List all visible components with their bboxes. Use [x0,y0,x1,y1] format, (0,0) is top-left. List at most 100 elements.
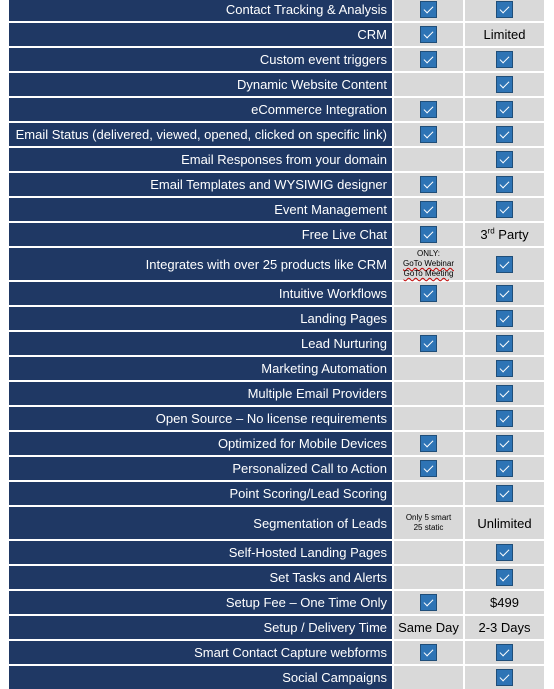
checkmark-icon [496,126,513,143]
feature-label: CRM [9,23,392,46]
table-row: Contact Tracking & Analysis [9,0,544,21]
feature-label: Point Scoring/Lead Scoring [9,482,392,505]
feature-label: Marketing Automation [9,357,392,380]
feature-label: Setup / Delivery Time [9,616,392,639]
table-row: Email Templates and WYSIWIG designer [9,173,544,196]
option-b-cell: 2-3 Days [465,616,544,639]
option-b-cell: Unlimited [465,507,544,539]
checkmark-icon [420,644,437,661]
table-row: Event Management [9,198,544,221]
checkmark-icon [420,335,437,352]
table-row: Social Campaigns [9,666,544,689]
checkmark-icon [496,485,513,502]
table-row: Optimized for Mobile Devices [9,432,544,455]
feature-label: Intuitive Workflows [9,282,392,305]
option-b-cell [465,407,544,430]
option-a-cell [394,73,463,96]
option-a-cell [394,48,463,71]
table-row: Marketing Automation [9,357,544,380]
cell-note-line: 25 static [413,523,444,532]
option-a-cell [394,123,463,146]
table-row: Open Source – No license requirements [9,407,544,430]
feature-label: Email Responses from your domain [9,148,392,171]
cell-text: Unlimited [477,516,531,531]
option-b-cell [465,98,544,121]
feature-label: eCommerce Integration [9,98,392,121]
option-b-cell [465,382,544,405]
cell-text: $499 [490,595,519,610]
option-b-cell [465,307,544,330]
checkmark-icon [420,101,437,118]
checkmark-icon [420,226,437,243]
option-b-cell [465,566,544,589]
checkmark-icon [496,669,513,686]
checkmark-icon [496,76,513,93]
option-a-cell [394,541,463,564]
cell-text: Same Day [398,620,459,635]
option-a-cell [394,591,463,614]
checkmark-icon [496,385,513,402]
option-b-cell: Limited [465,23,544,46]
checkmark-icon [496,151,513,168]
option-a-cell [394,357,463,380]
feature-label: Email Status (delivered, viewed, opened,… [9,123,392,146]
option-b-cell [465,282,544,305]
checkmark-icon [496,255,513,273]
checkmark-icon [420,126,437,143]
option-a-cell: ONLY: GoTo Webinar GoTo Meeting [394,248,463,280]
option-a-cell [394,566,463,589]
table-row: Self-Hosted Landing Pages [9,541,544,564]
option-b-cell [465,173,544,196]
cell-note-line: ONLY: [417,249,440,258]
table-row: Set Tasks and Alerts [9,566,544,589]
checkmark-icon [420,1,437,18]
cell-text: 3rd Party [480,227,528,242]
checkmark-icon [420,26,437,43]
checkmark-icon [496,285,513,302]
checkmark-icon [496,569,513,586]
option-b-cell [465,332,544,355]
cell-text: Limited [484,27,526,42]
checkmark-icon [496,310,513,327]
table-row: CRM Limited [9,23,544,46]
checkmark-icon [496,51,513,68]
feature-label: Personalized Call to Action [9,457,392,480]
option-a-cell: Only 5 smart 25 static [394,507,463,539]
feature-label: Free Live Chat [9,223,392,246]
option-b-cell [465,198,544,221]
checkmark-icon [496,460,513,477]
option-a-cell [394,148,463,171]
option-b-cell [465,123,544,146]
checkmark-icon [496,360,513,377]
table-row: Point Scoring/Lead Scoring [9,482,544,505]
table-row: Landing Pages [9,307,544,330]
cell-text: 2-3 Days [478,620,530,635]
cell-text-main: Limited [483,27,526,42]
cell-text-sup: rd [487,226,495,236]
option-a-cell [394,173,463,196]
feature-label: Integrates with over 25 products like CR… [9,248,392,280]
feature-label: Landing Pages [9,307,392,330]
feature-label: Segmentation of Leads [9,507,392,539]
option-b-cell [465,357,544,380]
option-b-cell [465,666,544,689]
cell-note-line: GoTo Meeting [403,269,454,278]
table-row: Segmentation of Leads Only 5 smart 25 stat… [9,507,544,539]
feature-label: Event Management [9,198,392,221]
checkmark-icon [420,51,437,68]
option-a-cell [394,282,463,305]
cell-note: ONLY: GoTo Webinar GoTo Meeting [403,249,454,279]
option-b-cell [465,457,544,480]
checkmark-icon [420,201,437,218]
option-a-cell [394,432,463,455]
option-b-cell: 3rd Party [465,223,544,246]
feature-label: Open Source – No license requirements [9,407,392,430]
checkmark-icon [496,176,513,193]
table-row: Smart Contact Capture webforms [9,641,544,664]
cell-note-line: Only 5 smart [405,513,452,522]
table-row: Setup / Delivery Time Same Day 2-3 Days [9,616,544,639]
checkmark-icon [496,644,513,661]
checkmark-icon [496,435,513,452]
checkmark-icon [496,335,513,352]
table-row: Intuitive Workflows [9,282,544,305]
